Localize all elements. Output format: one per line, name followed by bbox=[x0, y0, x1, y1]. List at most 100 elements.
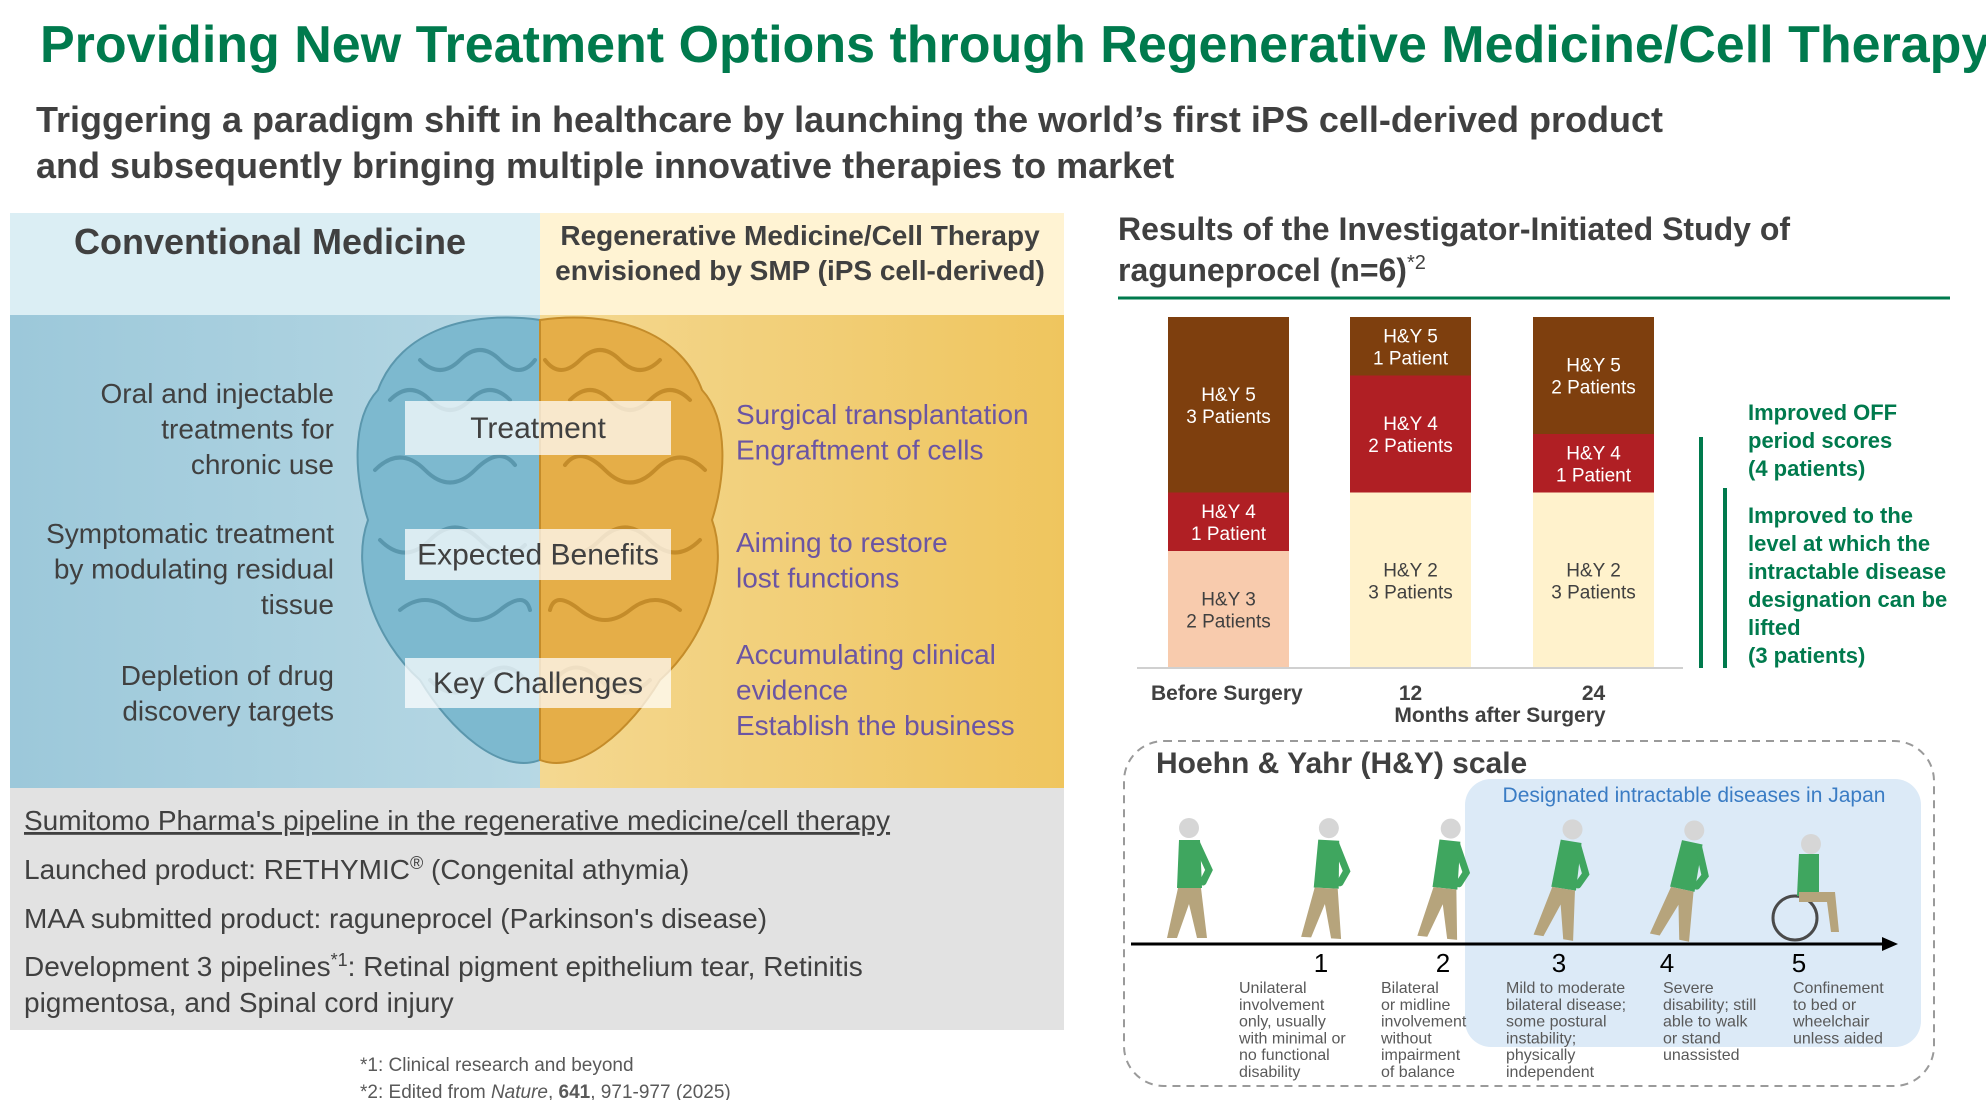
stage-description: disability bbox=[1239, 1064, 1300, 1081]
annotation-text: (4 patients) bbox=[1748, 456, 1865, 481]
wheelchair-figure bbox=[1771, 834, 1839, 942]
stage-description: or stand bbox=[1663, 1030, 1721, 1047]
head bbox=[1801, 834, 1821, 854]
pipeline-heading: Sumitomo Pharma's pipeline in the regene… bbox=[24, 805, 890, 836]
segment-value-label: 1 Patient bbox=[1373, 348, 1449, 369]
stage-description: Unilateral bbox=[1239, 980, 1307, 997]
stage-description: involvement bbox=[1381, 1014, 1467, 1031]
person-figure bbox=[1301, 818, 1351, 939]
stage-description: without bbox=[1380, 1030, 1432, 1047]
chart-title: raguneprocel (n=6)*2 bbox=[1118, 252, 1426, 288]
footnote-part: , 971-977 (2025) bbox=[590, 1082, 731, 1100]
torso bbox=[1313, 839, 1340, 889]
x-tick-label: Before Surgery bbox=[1151, 682, 1303, 705]
scale-arrow bbox=[1882, 937, 1898, 951]
conventional-text: by modulating residual bbox=[54, 554, 334, 585]
regenerative-text: Establish the business bbox=[736, 710, 1015, 741]
pipeline-item: MAA submitted product: raguneprocel (Par… bbox=[24, 903, 767, 934]
footnote: *2: Edited from Nature, 641, 971-977 (20… bbox=[360, 1082, 731, 1100]
bar-segment bbox=[1350, 492, 1471, 668]
segment-series-label: H&Y 3 bbox=[1201, 590, 1256, 611]
annotation-text: lifted bbox=[1748, 615, 1801, 640]
annotation-text: (3 patients) bbox=[1748, 643, 1865, 668]
annotation-text: designation can be bbox=[1748, 587, 1947, 612]
torso bbox=[1797, 854, 1819, 896]
row-label: Key Challenges bbox=[433, 667, 643, 700]
head bbox=[1562, 819, 1583, 840]
header-band-left bbox=[10, 213, 540, 315]
regenerative-text: Accumulating clinical bbox=[736, 639, 996, 670]
stage-description: to bed or bbox=[1793, 997, 1857, 1014]
head bbox=[1440, 818, 1461, 839]
stage-description: able to walk bbox=[1663, 1014, 1748, 1031]
annotation-text: period scores bbox=[1748, 428, 1892, 453]
pipeline-box bbox=[10, 788, 1064, 1030]
title: Providing New Treatment Options through … bbox=[40, 16, 1986, 74]
segment-series-label: H&Y 5 bbox=[1201, 385, 1256, 406]
footnote-part: *2: Edited from bbox=[360, 1082, 491, 1100]
conventional-text: treatments for bbox=[161, 414, 334, 445]
conventional-text: chronic use bbox=[191, 449, 334, 480]
conventional-text: Symptomatic treatment bbox=[46, 518, 334, 549]
stage-description: of balance bbox=[1381, 1064, 1455, 1081]
wheel bbox=[1771, 894, 1819, 942]
text-part: (Congenital athymia) bbox=[423, 854, 689, 885]
header-band-right bbox=[540, 213, 1064, 315]
stage-description: Mild to moderate bbox=[1506, 980, 1625, 997]
person-figure bbox=[1417, 818, 1471, 940]
stage-description: some postural bbox=[1506, 1014, 1607, 1031]
bar-segment bbox=[1533, 434, 1654, 493]
stage-description: Bilateral bbox=[1381, 980, 1439, 997]
segment-series-label: H&Y 4 bbox=[1201, 502, 1256, 523]
hy-title: Hoehn & Yahr (H&Y) scale bbox=[1156, 747, 1527, 780]
pipeline-item: Development 3 pipelines*1: Retinal pigme… bbox=[24, 950, 863, 982]
footnote-part: 641 bbox=[559, 1082, 591, 1100]
bar-segment bbox=[1350, 375, 1471, 493]
stage-description: physically bbox=[1506, 1047, 1575, 1064]
arm bbox=[1574, 842, 1590, 889]
torso bbox=[1670, 840, 1703, 892]
head bbox=[1179, 818, 1199, 838]
segment-value-label: 3 Patients bbox=[1368, 582, 1453, 603]
legs bbox=[1417, 887, 1458, 940]
annotation-text: Improved to the bbox=[1748, 503, 1913, 528]
stage-number: 5 bbox=[1792, 948, 1806, 978]
stage-number: 2 bbox=[1436, 948, 1450, 978]
segment-series-label: H&Y 2 bbox=[1383, 560, 1438, 581]
stage-number: 3 bbox=[1552, 948, 1566, 978]
conventional-text: tissue bbox=[261, 589, 334, 620]
person-figure bbox=[1533, 819, 1590, 941]
legs bbox=[1167, 888, 1207, 938]
right-heading: envisioned by SMP (iPS cell-derived) bbox=[555, 255, 1045, 286]
stage-description: unassisted bbox=[1663, 1047, 1740, 1064]
stage-description: disability; still bbox=[1663, 997, 1756, 1014]
bar-segment bbox=[1533, 317, 1654, 434]
torso bbox=[1432, 839, 1461, 890]
stage-description: independent bbox=[1506, 1064, 1595, 1081]
text-part: MAA submitted product: raguneprocel (Par… bbox=[24, 903, 767, 934]
regenerative-text: Surgical transplantation bbox=[736, 399, 1029, 430]
stage-description: involvement bbox=[1239, 997, 1325, 1014]
stage-description: unless aided bbox=[1793, 1030, 1883, 1047]
footnote-part: , bbox=[548, 1082, 559, 1100]
person-figure bbox=[1167, 818, 1213, 938]
stage-description: only, usually bbox=[1239, 1014, 1326, 1031]
segment-value-label: 1 Patient bbox=[1191, 524, 1267, 545]
arm bbox=[1453, 841, 1471, 888]
segment-series-label: H&Y 4 bbox=[1383, 414, 1438, 435]
segment-series-label: H&Y 2 bbox=[1566, 560, 1621, 581]
conventional-text: Depletion of drug bbox=[121, 660, 334, 691]
head bbox=[1318, 818, 1339, 839]
region-label: Designated intractable diseases in Japan bbox=[1503, 784, 1886, 807]
torso bbox=[1551, 839, 1582, 891]
superscript: ® bbox=[410, 853, 423, 873]
segment-value-label: 2 Patients bbox=[1368, 436, 1453, 457]
chart-title: Results of the Investigator-Initiated St… bbox=[1118, 211, 1790, 247]
row-label: Treatment bbox=[470, 412, 606, 445]
stage-description: bilateral disease; bbox=[1506, 997, 1626, 1014]
superscript: *1 bbox=[331, 950, 348, 970]
regenerative-text: Aiming to restore bbox=[736, 527, 948, 558]
regenerative-text: lost functions bbox=[736, 563, 899, 594]
text-part: Development 3 pipelines bbox=[24, 951, 331, 982]
